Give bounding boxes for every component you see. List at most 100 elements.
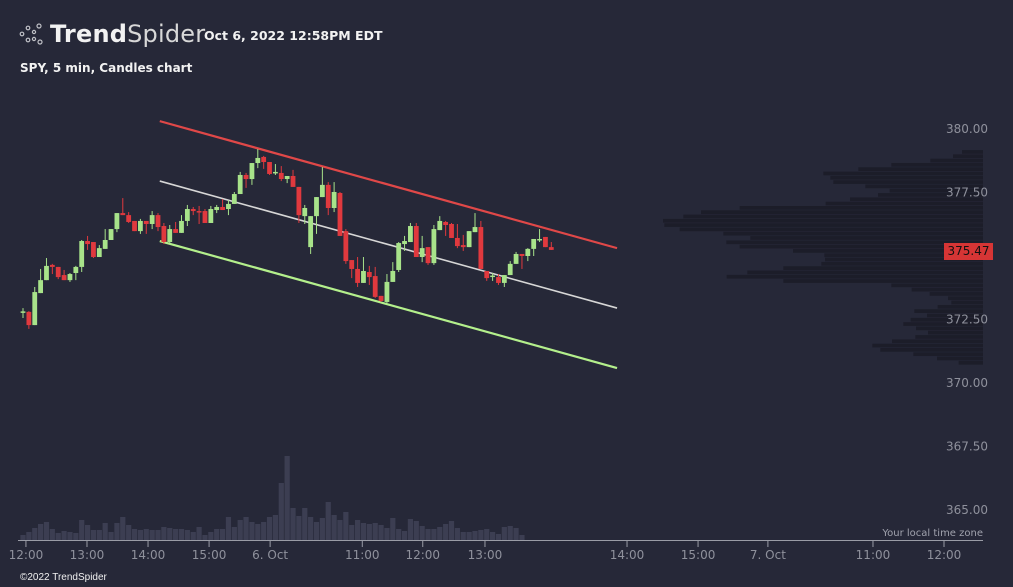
volume-bar	[278, 483, 284, 540]
volume-profile-bar	[914, 309, 983, 313]
volume-profile-bar	[916, 326, 983, 331]
candle-down	[543, 236, 548, 248]
volume-profile-bar	[937, 304, 983, 309]
candle-up	[79, 239, 85, 273]
candle-body	[490, 275, 495, 278]
volume-profile-bar	[913, 352, 983, 357]
candle-up	[390, 262, 396, 282]
x-tick-label: 12:00	[9, 548, 44, 562]
candle-body	[79, 241, 85, 267]
volume-bar	[448, 521, 455, 540]
volume-bar	[96, 530, 102, 540]
candle-body	[325, 184, 331, 208]
candle-body	[261, 156, 267, 163]
candle-up	[237, 171, 243, 195]
candle-body	[349, 260, 355, 269]
candle-down	[355, 257, 360, 287]
candle-body	[425, 247, 431, 264]
candle-body	[32, 292, 38, 326]
candle-body	[196, 211, 202, 213]
candle-body	[167, 229, 173, 243]
candle-body	[402, 241, 407, 245]
candle-body	[302, 207, 308, 217]
volume-profile-bar	[928, 330, 983, 335]
candle-up	[96, 245, 102, 258]
volume-bar	[38, 524, 44, 540]
volume-bar	[214, 529, 220, 540]
candle-body	[531, 238, 537, 249]
candle-up	[249, 163, 255, 185]
candle-body	[161, 226, 167, 243]
candle-body	[214, 206, 220, 211]
volume-profile-bar	[891, 162, 983, 167]
candle-up	[226, 200, 231, 216]
candle-up	[32, 286, 38, 326]
candle-up	[431, 225, 437, 265]
candle-body	[61, 275, 67, 281]
x-tick-label: 14:00	[610, 548, 645, 562]
candle-down	[296, 186, 302, 223]
y-tick-label: 365.00	[946, 503, 988, 517]
volume-profile-bar	[958, 360, 983, 365]
volume-bar	[55, 533, 61, 540]
candle-up	[138, 218, 143, 234]
candle-body	[355, 268, 360, 283]
volume-profile-bar	[892, 339, 983, 344]
volume-profile-bar	[783, 279, 983, 283]
candle-down	[26, 311, 32, 329]
timezone-note: Your local time zone	[882, 528, 983, 539]
candle-body	[173, 229, 179, 233]
candle-body	[496, 277, 501, 283]
x-tick-label: 14:00	[131, 548, 166, 562]
candle-up	[396, 242, 402, 273]
volume-bar	[255, 524, 261, 540]
candle-body	[226, 203, 231, 210]
candle-body	[543, 236, 548, 248]
candle-up	[408, 222, 413, 243]
volume-profile-bar	[664, 223, 983, 227]
candle-down	[49, 263, 55, 275]
candle-up	[44, 258, 49, 281]
candle-down	[337, 191, 343, 236]
volume-bar	[454, 528, 460, 540]
volume-bar	[20, 535, 26, 540]
volume-bar	[484, 529, 490, 540]
volume-bar	[90, 530, 97, 540]
candle-body	[460, 245, 466, 248]
candle-body	[413, 226, 419, 258]
candle-body	[132, 220, 137, 232]
candle-down	[173, 221, 179, 233]
volume-profile-bar	[915, 335, 983, 339]
candle-body	[484, 270, 490, 279]
candle-up	[20, 308, 26, 318]
volume-profile-bar	[726, 240, 983, 245]
volume-bar	[114, 523, 120, 540]
volume-bar	[501, 527, 507, 540]
candle-up	[149, 211, 155, 230]
candle-body	[138, 220, 143, 232]
candle-body	[519, 253, 525, 256]
x-tick-label: 7. Oct	[750, 548, 786, 562]
candle-up	[255, 149, 261, 169]
candle-down	[120, 198, 126, 216]
candle-down	[161, 222, 167, 245]
candle-down	[126, 212, 132, 223]
chart-subtitle: SPY, 5 min, Candles chart	[20, 61, 193, 75]
candle-body	[525, 248, 531, 256]
y-tick-label: 377.50	[946, 186, 988, 200]
volume-bar	[32, 528, 38, 540]
x-tick-label: 13:00	[70, 548, 105, 562]
chart-datetime: Oct 6, 2022 12:58PM EDT	[204, 28, 383, 43]
volume-bar	[425, 529, 431, 540]
spider-logo-icon	[19, 23, 43, 45]
candle-body	[184, 209, 190, 221]
volume-bar	[331, 515, 337, 540]
candle-down	[454, 223, 460, 249]
volume-profile-bar	[937, 356, 983, 361]
candle-up	[501, 275, 507, 287]
volume-profile-bar	[793, 249, 983, 253]
volume-bar	[396, 529, 402, 540]
candle-body	[284, 175, 290, 180]
x-tick-label: 15:00	[192, 548, 227, 562]
